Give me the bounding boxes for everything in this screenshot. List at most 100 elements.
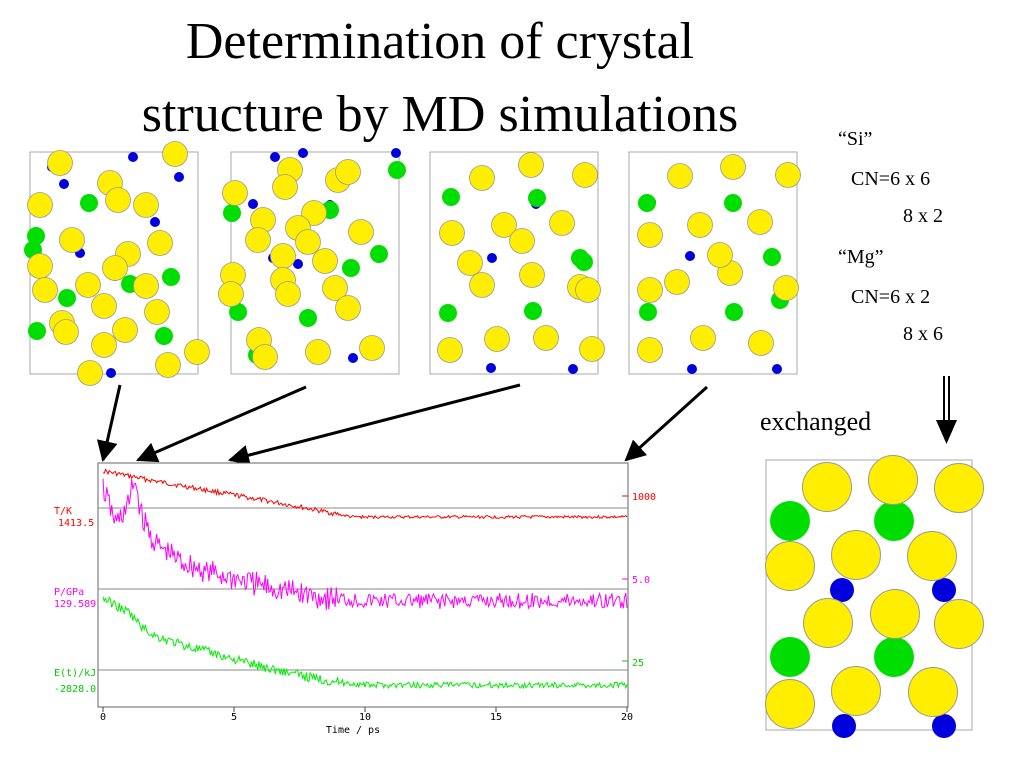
mg-atom [370,245,388,263]
si-atom [487,253,497,263]
si-atom [391,148,401,158]
mg-atom [342,259,360,277]
oxygen-atom [91,293,117,319]
si-atom [772,364,782,374]
mg-label: “Mg” [838,246,884,268]
oxygen-atom [747,209,773,235]
si-atom [348,353,358,363]
oxygen-atom [270,243,296,269]
x-tick-15: 15 [490,712,502,723]
snapshot-panel-3 [429,151,605,375]
oxygen-atom [32,277,58,303]
oxygen-atom [59,227,85,253]
right-tick-temperature: 1000 [632,492,656,503]
oxygen-atom [637,222,663,248]
si-atom [932,714,956,738]
right-tick-energy: 25 [632,658,644,669]
oxygen-atom [831,530,881,580]
si-atom [832,714,856,738]
oxygen-atom [27,253,53,279]
oxygen-atom [184,339,210,365]
si-label: “Si” [838,128,872,150]
mg-atom [874,637,914,677]
oxygen-atom [765,679,815,729]
mg-atom [528,189,546,207]
oxygen-atom [469,272,495,298]
oxygen-atom [77,360,103,386]
oxygen-atom [105,187,131,213]
si-atom [568,364,578,374]
oxygen-atom [707,242,733,268]
oxygen-atom [162,141,188,167]
oxygen-atom [335,159,361,185]
mg-atom [770,501,810,541]
x-tick-5: 5 [231,712,237,723]
oxygen-atom [549,210,575,236]
mg-atom [229,303,247,321]
mg-atom [223,204,241,222]
x-axis-ticks [102,707,628,712]
oxygen-atom [275,281,301,307]
oxygen-atom [518,152,544,178]
oxygen-atom [437,337,463,363]
arrow-snapshot-4 [624,385,709,462]
oxygen-atom [908,667,958,717]
series-label-temperature: T/K [54,506,72,517]
si-atom [174,172,184,182]
mg-atom [524,302,542,320]
si-atom [59,179,69,189]
oxygen-atom [75,272,101,298]
oxygen-atom [934,599,984,649]
oxygen-atom [664,269,690,295]
series-line-pressure [102,478,628,611]
arrow-snapshot-1 [96,384,122,463]
oxygen-atom [322,275,348,301]
si-cn-line-1: CN=6 x 6 [851,168,930,190]
series-lines [102,468,628,690]
oxygen-atom [112,317,138,343]
oxygen-atom [439,220,465,246]
mg-atom [439,304,457,322]
mg-atom [80,194,98,212]
oxygen-atom [748,330,774,356]
oxygen-atom [907,531,957,581]
oxygen-atom [147,230,173,256]
si-atom [685,251,695,261]
oxygen-atom [301,200,327,226]
si-atom [486,363,496,373]
series-label-pressure: P/GPa [54,587,84,598]
mg-atom [28,322,46,340]
snapshot-panel-1 [24,141,210,386]
oxygen-atom [637,337,663,363]
oxygen-atom [934,463,984,513]
si-atom [687,364,697,374]
arrow-snapshot-3 [227,383,521,466]
oxygen-atom [144,299,170,325]
oxygen-atom [831,666,881,716]
slide-title-line-2: structure by MD simulations [142,86,739,143]
mg-cn-line-1: CN=6 x 2 [851,286,930,308]
md-time-series-chart: T/K 1413.5 P/GPa 129.589 E(t)/kJ -2828.0… [54,462,656,736]
snapshot-panel-4 [628,151,801,375]
oxygen-atom [91,332,117,358]
series-label-energy: E(t)/kJ [54,668,96,679]
snapshot-arrows [96,383,709,466]
mg-atom [763,248,781,266]
mg-atom [388,161,406,179]
exchanged-structure [765,455,984,738]
exchanged-label: exchanged [760,407,871,436]
oxygen-atom [491,212,517,238]
arrow-snapshot-2 [136,385,307,463]
si-atom [106,368,116,378]
oxygen-atom [53,319,79,345]
oxygen-atom [773,275,799,301]
oxygen-atom [47,150,73,176]
si-atom [932,578,956,602]
series-value-energy: -2828.0 [54,684,96,695]
oxygen-atom [637,277,663,303]
oxygen-atom [133,273,159,299]
oxygen-atom [579,336,605,362]
right-tick-pressure: 5.0 [632,575,650,586]
series-value-temperature: 1413.5 [58,518,94,529]
oxygen-atom [533,325,559,351]
